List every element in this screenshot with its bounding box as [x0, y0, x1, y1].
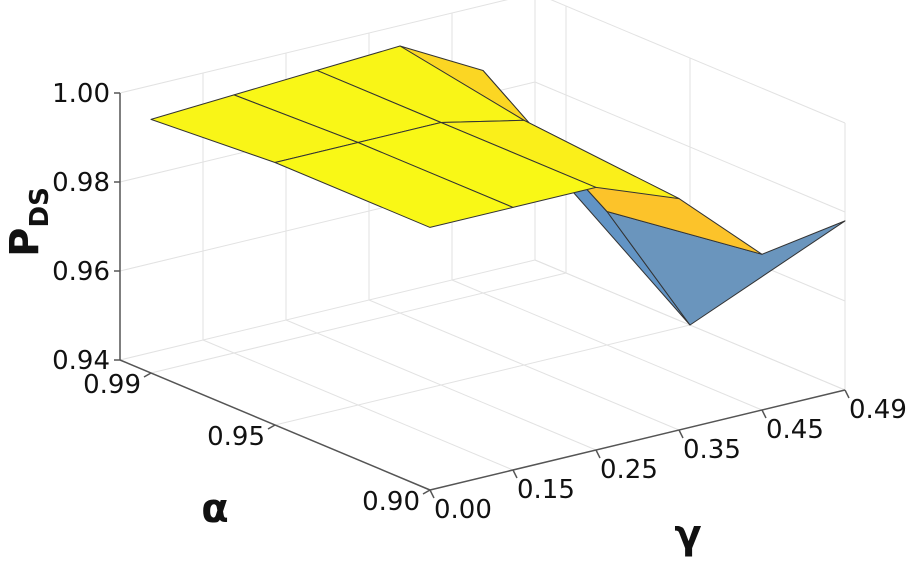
x-tick-label: 0.25 [600, 455, 658, 485]
x-tick [761, 409, 767, 419]
z-tick-label: 0.98 [52, 168, 110, 198]
y-tick-label: 0.90 [362, 487, 420, 517]
x-tick-label: 0.15 [517, 475, 575, 505]
z-tick-label: 0.96 [52, 257, 110, 287]
x-tick [844, 389, 850, 399]
z-axis-label-sub: DS [25, 187, 55, 227]
z-tick-label: 0.94 [52, 346, 110, 376]
x-tick-label: 0.45 [766, 415, 824, 445]
x-tick-label: 0.49 [849, 395, 907, 425]
x-tick-label: 0.35 [683, 435, 741, 465]
grid-line [274, 324, 691, 426]
y-axis-label: α [201, 486, 228, 532]
x-tick [678, 429, 684, 439]
z-tick-label: 1.00 [52, 79, 110, 109]
grid-line [119, 0, 509, 94]
y-tick-label: 0.95 [207, 422, 265, 452]
y-tick [267, 424, 276, 430]
z-axis-label: PDS [2, 187, 55, 257]
x-axis [429, 389, 846, 491]
grid-line [119, 259, 536, 361]
x-axis-label: γ [674, 512, 701, 558]
y-tick [143, 372, 152, 378]
y-tick-label: 0.99 [83, 370, 141, 400]
z-axis-label-main: P [2, 227, 48, 256]
x-tick [429, 489, 435, 499]
x-tick-label: 0.00 [434, 495, 492, 525]
grid-line [150, 272, 567, 374]
x-tick [595, 449, 601, 459]
surface-face [274, 142, 514, 228]
y-tick [422, 489, 431, 495]
x-tick [512, 469, 518, 479]
y-axis [119, 359, 431, 491]
